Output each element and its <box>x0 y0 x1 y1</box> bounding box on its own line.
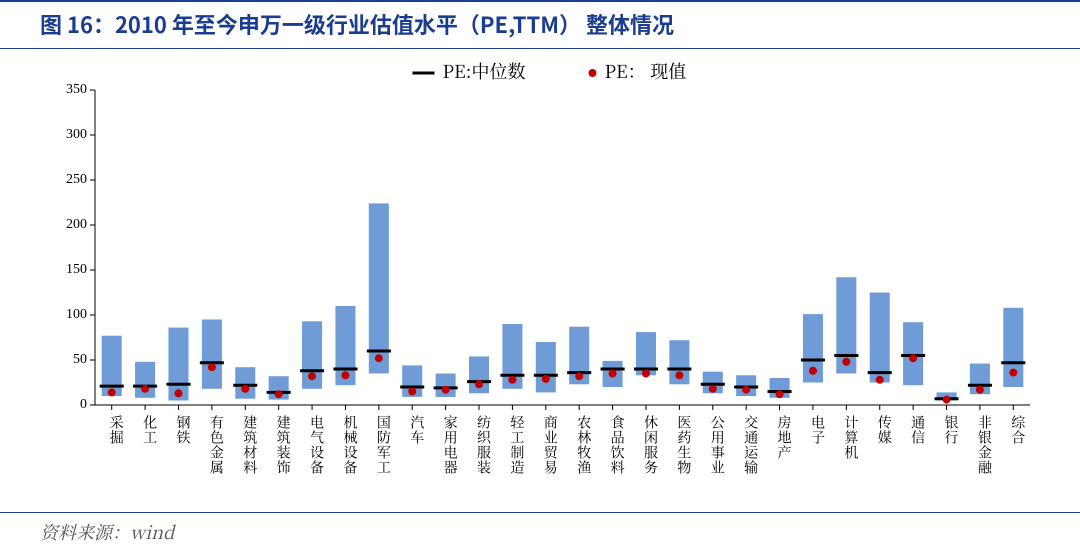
x-tick-label: 有色金属 <box>207 415 227 475</box>
y-tick-label: 300 <box>66 127 87 142</box>
range-bar <box>870 293 890 383</box>
current-dot <box>108 388 116 396</box>
x-tick-label: 休闲服务 <box>641 415 661 475</box>
legend-current-label: PE： 现值 <box>605 60 687 84</box>
range-bar <box>235 367 255 399</box>
current-dot <box>976 386 984 394</box>
current-dot <box>542 375 550 383</box>
current-dot <box>375 354 383 362</box>
current-dot <box>742 386 750 394</box>
x-tick-label: 银行 <box>942 415 962 445</box>
range-bar <box>202 320 222 389</box>
current-dot <box>709 385 717 393</box>
current-dot <box>275 390 283 398</box>
x-tick-label: 采掘 <box>107 415 127 445</box>
range-bar <box>903 322 923 385</box>
source-bar: 资料来源：wind <box>0 512 1080 549</box>
y-tick-label: 100 <box>66 307 87 322</box>
current-dot <box>876 376 884 384</box>
figure-frame: 图 16：2010 年至今申万一级行业估值水平（PE,TTM） 整体情况 0 50… <box>0 0 1080 549</box>
x-tick-label: 机械设备 <box>340 414 360 475</box>
current-dot <box>842 358 850 366</box>
x-tick-label: 汽车 <box>407 415 427 445</box>
current-dot <box>1009 369 1017 377</box>
x-tick-label: 公用事业 <box>708 415 728 475</box>
current-dot <box>208 363 216 371</box>
current-dot <box>609 370 617 378</box>
x-tick-label: 纺织服装 <box>474 415 494 475</box>
current-dot <box>909 354 917 362</box>
x-tick-label: 化工 <box>140 415 160 445</box>
x-tick-label: 商业贸易 <box>541 415 561 475</box>
current-dot <box>341 371 349 379</box>
current-dot <box>241 385 249 393</box>
current-dot <box>308 372 316 380</box>
x-tick-label: 非银金融 <box>975 415 995 475</box>
current-dot <box>776 390 784 398</box>
x-tick-label: 农林牧渔 <box>574 415 594 475</box>
current-dot <box>475 380 483 388</box>
figure-title: 图 16：2010 年至今申万一级行业估值水平（PE,TTM） 整体情况 <box>40 8 674 40</box>
current-dot <box>943 396 951 404</box>
legend-median-label: PE:中位数 <box>443 60 526 84</box>
x-tick-label: 家用电器 <box>441 415 461 475</box>
range-bar <box>536 342 556 392</box>
y-tick-label: 250 <box>66 172 87 187</box>
y-tick-label: 150 <box>66 262 87 277</box>
x-tick-label: 食品饮料 <box>608 415 628 475</box>
y-tick-label: 200 <box>66 217 87 232</box>
chart-svg: 0 50 100 150 200 250 300 350 PE:中位数 PE： 现值采掘化工钢铁有… <box>40 60 1040 500</box>
x-tick-label: 交通运输 <box>741 415 761 475</box>
legend-current-marker <box>589 69 597 77</box>
x-tick-label: 综合 <box>1008 415 1028 445</box>
y-tick-label: 0 <box>80 397 87 412</box>
current-dot <box>141 385 149 393</box>
x-tick-label: 钢铁 <box>173 415 193 445</box>
current-dot <box>174 389 182 397</box>
title-bar: 图 16：2010 年至今申万一级行业估值水平（PE,TTM） 整体情况 <box>0 0 1080 49</box>
x-tick-label: 传媒 <box>875 415 895 445</box>
current-dot <box>675 371 683 379</box>
current-dot <box>408 388 416 396</box>
x-tick-label: 国防军工 <box>374 415 394 475</box>
x-tick-label: 通信 <box>908 415 928 445</box>
x-tick-label: 电子 <box>808 414 828 445</box>
y-tick-label: 50 <box>73 352 87 367</box>
x-tick-label: 计算机 <box>841 414 861 460</box>
x-tick-label: 建筑材料 <box>240 414 260 475</box>
source-value: wind <box>130 519 174 545</box>
pe-range-chart: 0 50 100 150 200 250 300 350 PE:中位数 PE： 现值采掘化工钢铁有… <box>40 60 1040 499</box>
x-tick-label: 房地产 <box>775 414 795 460</box>
x-tick-label: 轻工制造 <box>507 415 527 475</box>
x-tick-label: 医药生物 <box>674 415 694 475</box>
current-dot <box>508 376 516 384</box>
x-tick-label: 电气设备 <box>307 414 327 475</box>
source-label: 资料来源： <box>40 519 130 545</box>
current-dot <box>809 367 817 375</box>
source-text: 资料来源：wind <box>40 519 174 545</box>
y-tick-label: 350 <box>66 82 87 97</box>
x-tick-label: 建筑装饰 <box>274 414 294 475</box>
range-bar <box>369 203 389 373</box>
current-dot <box>642 370 650 378</box>
current-dot <box>442 386 450 394</box>
current-dot <box>575 372 583 380</box>
